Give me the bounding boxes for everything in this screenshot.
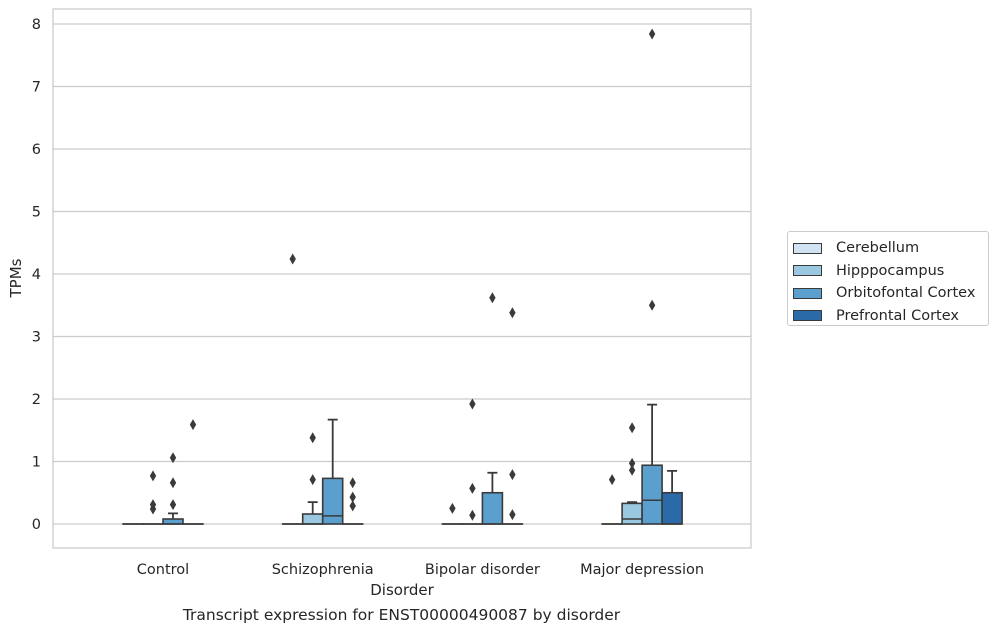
plot-area: [53, 9, 751, 548]
outlier-point: [189, 419, 197, 431]
x-tick-label: Schizophrenia: [272, 562, 374, 578]
chart-caption: Transcript expression for ENST0000049008…: [182, 606, 621, 624]
outlier-point: [349, 500, 356, 512]
plot-frame: [52, 8, 752, 549]
outlier-point: [309, 474, 316, 486]
outlier-point: [149, 470, 157, 482]
outlier-point: [469, 509, 476, 521]
y-tick-label: 4: [32, 267, 41, 283]
y-tick-label: 0: [32, 517, 41, 533]
box-rect: [321, 477, 344, 525]
legend-item: Hipppocampus: [793, 260, 988, 283]
outlier-point: [608, 474, 616, 486]
legend: Cerebellum Hipppocampus Orbitofontal Corte…: [787, 231, 989, 326]
outlier-point: [309, 432, 316, 444]
box-orbitofontal-cortex: [481, 292, 504, 525]
outlier-point: [628, 464, 636, 476]
box-hipppocampus: [461, 398, 484, 525]
y-tick-label: 8: [32, 17, 41, 33]
box-rect: [481, 491, 504, 525]
box-prefrontal-cortex: [341, 477, 364, 525]
outlier-point: [509, 509, 516, 521]
legend-label: Orbitofontal Cortex: [836, 285, 976, 302]
legend-swatch: [793, 242, 822, 254]
outlier-point: [169, 477, 177, 489]
legend-swatch: [793, 265, 822, 277]
x-axis-label: Disorder: [370, 581, 434, 599]
legend-label: Hipppocampus: [836, 262, 945, 279]
outlier-point: [289, 253, 296, 265]
x-tick-label: Control: [137, 562, 189, 578]
x-tick-labels: Control Schizophrenia Bipolar disorder Majo…: [137, 562, 704, 578]
legend-item: Cerebellum: [793, 237, 988, 260]
outlier-point: [149, 503, 157, 515]
box-orbitofontal-cortex: [162, 452, 184, 525]
y-tick-label: 5: [32, 205, 41, 221]
outlier-point: [469, 482, 476, 494]
legend-item: Prefrontal Cortex: [793, 305, 988, 328]
outlier-point: [648, 28, 656, 40]
outlier-point: [469, 398, 476, 410]
x-tick-label: Major depression: [580, 562, 704, 578]
legend-swatch: [793, 310, 822, 322]
legend-label: Cerebellum: [836, 240, 920, 257]
y-tick-label: 3: [32, 330, 41, 346]
outlier-point: [169, 452, 177, 464]
outlier-point: [449, 502, 456, 514]
outlier-point: [349, 477, 356, 489]
y-tick-labels: 0 1 2 3 4 5 6 7 8: [32, 17, 41, 533]
y-tick-label: 7: [32, 80, 41, 96]
legend-swatch: [793, 287, 822, 299]
outlier-point: [648, 299, 656, 311]
outlier-point: [628, 457, 636, 469]
y-tick-label: 6: [32, 142, 41, 158]
box-rect: [621, 502, 643, 525]
box-prefrontal-cortex: [501, 307, 524, 525]
outlier-point: [169, 499, 177, 511]
legend-label: Prefrontal Cortex: [836, 307, 959, 324]
box-orbitofontal-cortex: [321, 418, 344, 525]
outlier-point: [509, 469, 516, 481]
y-tick-label: 1: [32, 455, 41, 471]
y-axis-label: TPMs: [7, 258, 25, 298]
box-hipppocampus: [301, 432, 324, 525]
box-rect: [301, 513, 324, 525]
legend-item: Orbitofontal Cortex: [793, 282, 988, 305]
outlier-point: [349, 491, 356, 503]
outlier-point: [628, 422, 636, 434]
box-prefrontal-cortex: [661, 469, 683, 525]
box-groups: [122, 28, 683, 525]
y-tick-label: 2: [32, 392, 41, 408]
outlier-point: [489, 292, 496, 304]
box-rect: [661, 491, 683, 525]
box-orbitofontal-cortex: [641, 28, 663, 525]
box-rect: [641, 464, 663, 525]
box-prefrontal-cortex: [182, 419, 204, 525]
x-tick-label: Bipolar disorder: [425, 562, 540, 578]
outlier-point: [509, 307, 516, 319]
